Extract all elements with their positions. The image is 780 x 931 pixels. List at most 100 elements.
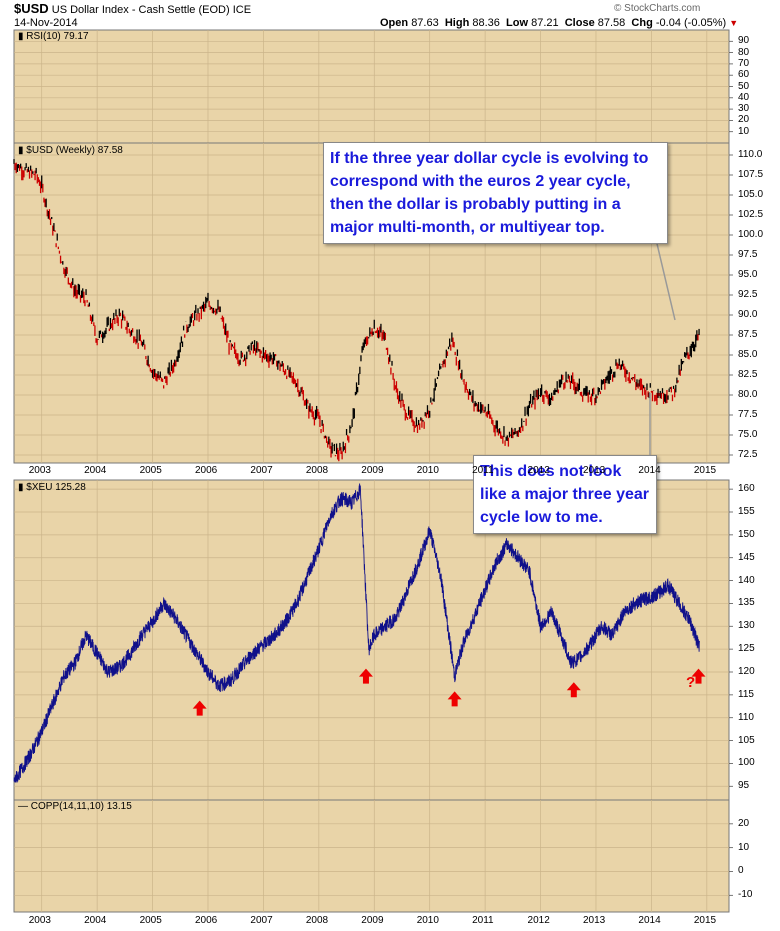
usd-tick-label: 110.0 [738,149,763,160]
bottom-x-tick-label: 2006 [194,915,218,926]
bottom-x-tick-label: 2012 [527,915,550,926]
xeu-tick-label: 130 [738,620,755,632]
copp-panel-bg [13,799,730,913]
usd-x-tick-label: 2004 [84,465,107,476]
question-mark: ? [686,674,696,691]
copp-tick-label: -10 [738,889,753,901]
usd-x-tick-label: 2006 [194,465,218,476]
down-triangle-icon: ▼ [729,18,739,28]
usd-x-tick-label: 2009 [361,465,384,476]
usd-x-tick-label: 2008 [305,465,329,476]
xeu-tick-label: 110 [738,711,754,723]
rsi-tick-label: 80 [738,46,750,58]
copp-tick-label: 20 [738,817,750,829]
red-up-arrow-icon [192,700,207,716]
usd-tick-label: 97.5 [738,249,758,260]
symbol-description: US Dollar Index - Cash Settle (EOD) ICE [51,4,252,16]
rsi-tick-label: 70 [738,57,750,69]
usd-panel-label: ▮ $USD (Weekly) 87.58 [18,145,123,156]
copp-label-text: COPP(14,11,10) 13.15 [30,801,132,812]
xeu-tick-label: 115 [738,688,754,700]
usd-tick-label: 90.0 [738,309,758,320]
symbol: $USD [14,1,49,16]
note-cycle-low: This does not look like a major three ye… [473,455,657,534]
usd-x-tick-label: 2014 [638,465,661,476]
usd-x-tick-label: 2007 [250,465,273,476]
usd-tick-label: 95.0 [738,269,758,280]
xeu-series-line [13,483,700,783]
rsi-tick-label: 60 [738,69,750,81]
chg-label: Chg [631,17,653,29]
copp-tick-label: 10 [738,841,750,853]
chg-value: -0.04 (-0.05%) [655,17,727,29]
note-top-pointer [653,230,676,321]
xeu-tick-label: 145 [738,551,755,563]
usd-tick-label: 102.5 [738,209,764,220]
open-value: 87.63 [411,17,439,29]
xeu-tick-label: 125 [738,643,755,655]
open-label: Open [380,17,409,29]
bottom-x-tick-label: 2015 [693,915,717,926]
usd-x-tick-label: 2011 [472,465,494,476]
low-label: Low [506,17,529,29]
red-up-arrow-icon [447,691,462,707]
usd-tick-label: 92.5 [738,289,758,300]
note-dollar-top: If the three year dollar cycle is evolvi… [323,142,668,244]
red-up-arrow-icon [691,668,706,684]
usd-x-tick-label: 2013 [582,465,606,476]
bottom-x-tick-label: 2005 [139,915,162,926]
usd-tick-label: 100.0 [738,229,764,240]
panel-legend-icon: ▮ [18,31,24,42]
copp-tick-label: 0 [738,865,744,877]
red-up-arrow-icon [566,682,581,698]
panel-legend-icon: ▮ [18,482,24,493]
rsi-tick-label: 30 [738,103,750,115]
rsi-tick-label: 40 [738,91,750,103]
price-summary: Open 87.63 High 88.36 Low 87.21 Close 87… [380,17,738,29]
bottom-x-tick-label: 2004 [84,915,107,926]
xeu-tick-label: 120 [738,666,755,677]
xeu-tick-label: 105 [738,734,755,746]
bottom-x-tick-label: 2014 [638,915,661,926]
rsi-panel-label: ▮ RSI(10) 79.17 [18,31,89,42]
bottom-x-tick-label: 2009 [361,915,384,926]
usd-tick-label: 72.5 [738,449,758,460]
bottom-x-tick-label: 2011 [472,915,494,926]
bottom-x-tick-label: 2008 [305,915,329,926]
usd-x-tick-label: 2003 [28,465,51,476]
bottom-x-tick-label: 2013 [582,915,606,926]
usd-label-text: $USD (Weekly) 87.58 [26,145,123,156]
usd-tick-label: 107.5 [738,169,764,180]
xeu-tick-label: 95 [738,780,750,792]
usd-tick-label: 82.5 [738,369,758,380]
usd-tick-label: 77.5 [738,409,758,420]
low-value: 87.21 [531,17,559,29]
xeu-tick-label: 100 [738,757,755,769]
usd-tick-label: 105.0 [738,189,764,200]
usd-x-tick-label: 2015 [693,465,717,476]
rsi-tick-label: 20 [738,114,750,126]
bottom-x-tick-label: 2010 [416,915,439,926]
high-label: High [444,17,470,29]
panel-legend-icon: — [18,801,28,812]
bottom-x-tick-label: 2003 [28,915,51,926]
red-up-arrow-icon [358,668,373,684]
usd-x-tick-label: 2005 [139,465,162,476]
bottom-x-tick-label: 2007 [250,915,273,926]
usd-tick-label: 75.0 [738,429,758,440]
xeu-panel-label: ▮ $XEU 125.28 [18,482,86,493]
rsi-tick-label: 90 [738,35,750,47]
watermark: © StockCharts.com [614,3,701,14]
xeu-label-text: $XEU 125.28 [26,482,86,493]
usd-tick-label: 87.5 [738,329,758,340]
xeu-tick-label: 135 [738,597,755,609]
copp-panel-label: — COPP(14,11,10) 13.15 [18,801,132,812]
chart-title: $USD US Dollar Index - Cash Settle (EOD)… [14,1,251,16]
rsi-tick-label: 50 [738,80,750,92]
usd-tick-label: 80.0 [738,389,758,400]
usd-x-tick-label: 2012 [527,465,550,476]
xeu-tick-label: 140 [738,574,755,586]
panel-legend-icon: ▮ [18,145,24,156]
